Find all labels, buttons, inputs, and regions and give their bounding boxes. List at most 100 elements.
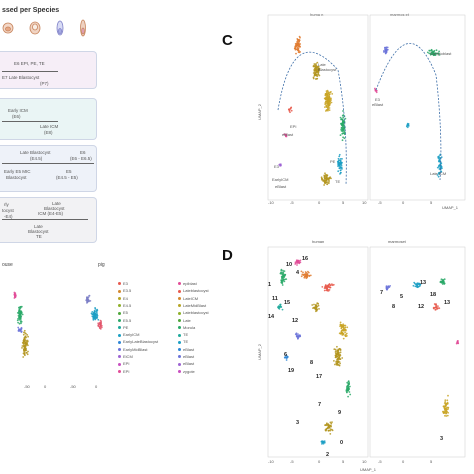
c-human-olive-bottom-point: [324, 172, 326, 175]
d-human-olive-point: [312, 306, 315, 309]
panel-c-annotation: eBlast: [282, 132, 294, 137]
c-human-olive-bottom-point: [328, 179, 330, 182]
col1-legend-swatch: [118, 348, 121, 352]
panel-d-cluster-label: 7: [318, 402, 322, 408]
col2-legend-label: Lateblastocyst: [183, 288, 209, 294]
d-human-red-point: [331, 283, 333, 285]
d-human-olive-mid-point: [335, 361, 337, 363]
mouse-cluster-green-point: [18, 317, 21, 319]
c-human-gold-point: [330, 99, 332, 101]
mouse-cluster-olive-point: [22, 333, 25, 336]
panel-c-annotation: E3: [274, 164, 279, 169]
d-human-pink-top-point: [294, 263, 297, 265]
col2-legend-swatch: [178, 340, 181, 344]
c-marmoset-pink-point: [375, 91, 378, 94]
mouse-cluster-olive-point: [23, 331, 25, 334]
c-marmoset-cyan-point: [438, 173, 440, 175]
pig-cluster-cyan-point: [91, 315, 94, 318]
d-marmoset-pink-point: [456, 340, 459, 343]
c-human-olive-bottom-point: [326, 181, 329, 184]
mouse-cluster-olive-point: [23, 346, 26, 349]
d-human-red: [321, 283, 335, 292]
d-marmoset-purple: [385, 285, 391, 291]
d-human-gold-point: [345, 335, 347, 338]
d-human-teal-point: [279, 303, 281, 306]
col1-legend-item: E3: [118, 282, 128, 286]
col2-legend-label: Late: [183, 317, 191, 323]
row2-line3: Late ICM: [40, 124, 59, 129]
c-human-gold-point: [326, 100, 328, 103]
col1-legend-swatch: [118, 326, 121, 330]
mouse-cluster-green-point: [18, 312, 21, 315]
d-marmoset-gold: [442, 394, 450, 417]
d-marmoset-red-point: [437, 305, 439, 307]
d-human-gold-point: [338, 332, 341, 335]
row2-line1: Early ICM: [8, 108, 28, 113]
c-human-cyan-point: [336, 160, 339, 163]
panel-d-frame-right: [369, 246, 466, 458]
mouse-cluster-olive-point: [21, 347, 23, 349]
d-human-green-point: [284, 273, 286, 276]
col1-legend-item: E5.5: [118, 317, 132, 323]
col2-legend-swatch: [178, 348, 181, 352]
col1-legend-item: EarlyICM: [118, 333, 139, 337]
panel-c-title-right: marmos et: [390, 12, 409, 17]
mouse-cluster-olive: [21, 329, 29, 358]
panel-d-cluster-label: 3: [296, 420, 300, 426]
pig-cluster-red-point: [100, 326, 103, 329]
panel-d-letter: D: [222, 247, 233, 264]
d-human-green-low-point: [347, 382, 350, 385]
col2-legend-label: Lateblastocyst: [183, 310, 209, 316]
row4-line4: Late: [52, 201, 61, 206]
mouse-cluster-olive-point: [25, 332, 27, 335]
c-human-pink-point: [285, 135, 288, 138]
panel-c-title-left: huma n: [310, 12, 324, 17]
d-human-olive-mid-point: [338, 355, 341, 358]
col1-legend-label: PE: [123, 324, 129, 330]
mouse-cluster-purple-point: [17, 329, 20, 332]
col1-legend-label: E3.5: [123, 288, 132, 294]
c-marmoset-cyan-point: [437, 155, 440, 158]
c-human-red: [287, 106, 293, 114]
c-human-green-point: [341, 139, 344, 142]
d-marmoset-green: [439, 278, 446, 285]
d-human-green-point: [283, 275, 286, 277]
row4-arrow: [2, 219, 88, 220]
c-human-cyan-point: [339, 158, 342, 160]
d-human-olive-bottom-point: [324, 424, 326, 426]
row4-line9: TE: [36, 234, 42, 239]
col1-legend-item: E3.5: [118, 289, 131, 293]
c-human-olive-bottom-point: [322, 179, 325, 182]
d-human-olive-bottom-point: [326, 422, 328, 425]
c-human-olive-bottom-point: [326, 183, 328, 185]
d-human-olive-bottom-point: [329, 421, 332, 424]
c-human-purple-point: [280, 164, 282, 167]
row3-line1: Late Blastocyst: [20, 150, 51, 155]
row4-line7: Late: [34, 224, 43, 229]
col1-legend-swatch: [118, 289, 121, 293]
d-human-olive-mid-point: [334, 363, 336, 366]
pig-cluster-purple-point: [87, 299, 90, 302]
panel-d-xtick: 0: [318, 459, 321, 464]
mouse-cluster-pink: [13, 291, 17, 299]
d-human-pink-top-point: [299, 259, 302, 262]
c-human-cyan-point: [339, 161, 342, 164]
pig-cluster-red-point: [99, 328, 102, 330]
mouse-cluster-olive-point: [26, 340, 29, 343]
c-marmoset-green-point: [437, 52, 440, 55]
col2-legend-label: TE: [183, 332, 189, 338]
c-human-green-point: [342, 122, 345, 124]
col1-legend-label: E5.5: [123, 317, 132, 323]
c-human-gold-point: [327, 106, 329, 108]
d-human-gold-point: [343, 324, 346, 327]
d-marmoset-cyan-point: [419, 283, 422, 286]
d-human-green-low-point: [346, 386, 348, 388]
pig-cluster-cyan-point: [94, 317, 97, 320]
d-human-orange-point: [300, 270, 303, 273]
c-human-gold-point: [330, 91, 332, 93]
c-human-cyan-point: [341, 158, 343, 160]
panel-d-cluster-label: 5: [400, 294, 404, 300]
panel-c-frame-right: [369, 14, 466, 201]
c-human-olive-point: [315, 65, 317, 68]
d-human-red-point: [328, 289, 331, 291]
